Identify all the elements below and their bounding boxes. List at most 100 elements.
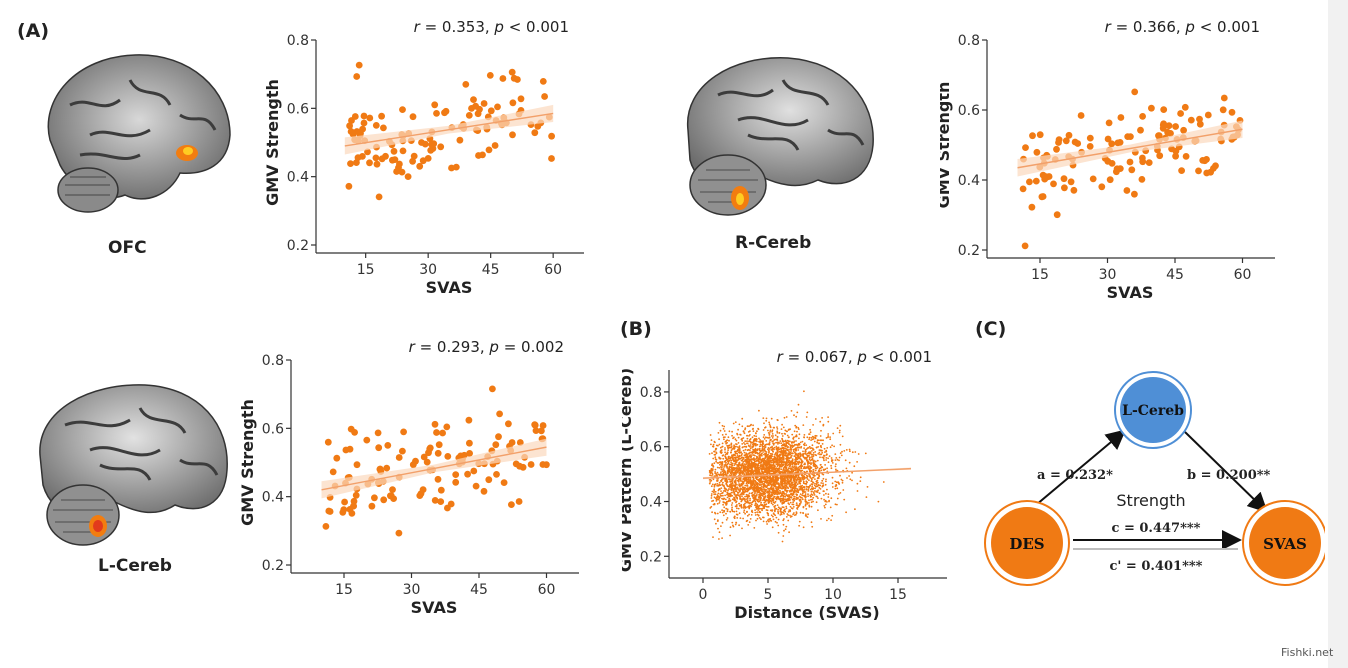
scatter-point xyxy=(795,415,798,418)
scatter-point xyxy=(745,482,748,485)
scatter-point xyxy=(851,451,854,454)
scatter-point xyxy=(729,474,731,476)
scatter-point xyxy=(812,476,815,479)
y-tick-label: 0.8 xyxy=(958,33,980,49)
scatter-point xyxy=(730,473,733,476)
scatter-point xyxy=(792,513,794,516)
scatter-point xyxy=(835,468,837,471)
scatter-point xyxy=(817,484,820,486)
scatter-point xyxy=(409,157,416,165)
scatter-point xyxy=(775,445,778,448)
scatter-point xyxy=(722,468,725,470)
scatter-point xyxy=(802,443,805,446)
scatter-point xyxy=(735,439,738,442)
scatter-point xyxy=(738,461,741,464)
scatter-point xyxy=(1126,158,1134,166)
scatter-point xyxy=(821,466,824,469)
scatter-point xyxy=(715,444,718,447)
scatter-point xyxy=(727,489,729,492)
scatter-point xyxy=(758,510,761,513)
scatter-point xyxy=(772,440,774,442)
scatter-point xyxy=(815,495,818,498)
scatter-point xyxy=(730,461,732,464)
scatter-point xyxy=(340,506,348,513)
scatter-point xyxy=(808,499,810,502)
scatter-point xyxy=(782,447,785,450)
scatter-point xyxy=(769,452,772,455)
scatter-point xyxy=(785,466,787,468)
scatter-point xyxy=(718,484,720,487)
scatter-point xyxy=(759,498,762,501)
scatter-point xyxy=(762,499,764,502)
scatter-point xyxy=(516,462,523,470)
scatter-point xyxy=(733,464,736,466)
scatter-point xyxy=(804,450,807,453)
scatter-point xyxy=(730,449,733,452)
scatter-point xyxy=(730,471,732,474)
scatter-point xyxy=(762,451,764,453)
scatter-point xyxy=(779,463,782,466)
scatter-point xyxy=(729,534,731,537)
scatter-point xyxy=(773,483,776,485)
scatter-point xyxy=(718,438,720,441)
scatter-point xyxy=(787,446,790,448)
scatter-point xyxy=(812,448,814,451)
scatter-point xyxy=(733,447,736,450)
scatter-point xyxy=(814,451,817,453)
scatter-point xyxy=(814,478,816,480)
scatter-point xyxy=(713,518,716,521)
scatter-point xyxy=(763,492,766,494)
scatter-point xyxy=(776,521,778,524)
scatter-point xyxy=(774,509,777,511)
scatter-point xyxy=(737,458,740,460)
scatter-point xyxy=(839,443,842,446)
scatter-point xyxy=(756,507,759,510)
scatter-point xyxy=(776,438,778,440)
scatter-point xyxy=(815,483,818,486)
scatter-point xyxy=(758,489,761,492)
scatter-point xyxy=(814,434,817,437)
scatter-point xyxy=(1187,116,1195,124)
scatter-point xyxy=(834,459,837,461)
scatter-point xyxy=(727,449,729,451)
scatter-point xyxy=(817,497,819,499)
y-axis-label: GMV Pattern (L-Cereb) xyxy=(622,368,635,572)
y-tick-label: 0.2 xyxy=(262,558,284,574)
scatter-point xyxy=(836,458,839,461)
scatter-point xyxy=(738,451,741,453)
scatter-point xyxy=(829,506,832,509)
scatter-point xyxy=(380,496,388,504)
scatter-point xyxy=(721,470,724,472)
scatter-point xyxy=(437,486,445,494)
scatter-point xyxy=(721,473,724,476)
scatter-point xyxy=(769,480,772,483)
scatter-point xyxy=(774,485,777,488)
scatter-point xyxy=(834,487,837,490)
scatter-point xyxy=(831,486,834,488)
scatter-point xyxy=(720,464,723,466)
scatter-point xyxy=(725,500,728,503)
scatter-point xyxy=(738,502,741,505)
watermark: Fishki.net xyxy=(1281,646,1334,659)
scatter-point xyxy=(749,482,752,485)
scatter-point xyxy=(717,492,720,495)
scatter-point xyxy=(807,466,809,468)
scatter-point xyxy=(350,502,357,510)
scatter-point xyxy=(771,494,774,497)
scatter-point xyxy=(399,106,406,113)
scatter-point xyxy=(431,101,439,109)
scatter-point xyxy=(773,439,776,441)
scatter-point xyxy=(713,503,716,506)
scatter-point xyxy=(711,475,713,477)
scatter-point xyxy=(777,508,779,511)
scatter-point xyxy=(329,468,337,476)
scatter-point xyxy=(802,450,804,453)
scatter-point xyxy=(791,441,794,443)
scatter-point xyxy=(809,428,811,431)
scatter-point xyxy=(754,442,757,445)
scatter-point xyxy=(754,492,756,495)
scatter-point xyxy=(749,451,752,454)
scatter-point xyxy=(742,507,745,509)
scatter-point xyxy=(720,466,723,469)
